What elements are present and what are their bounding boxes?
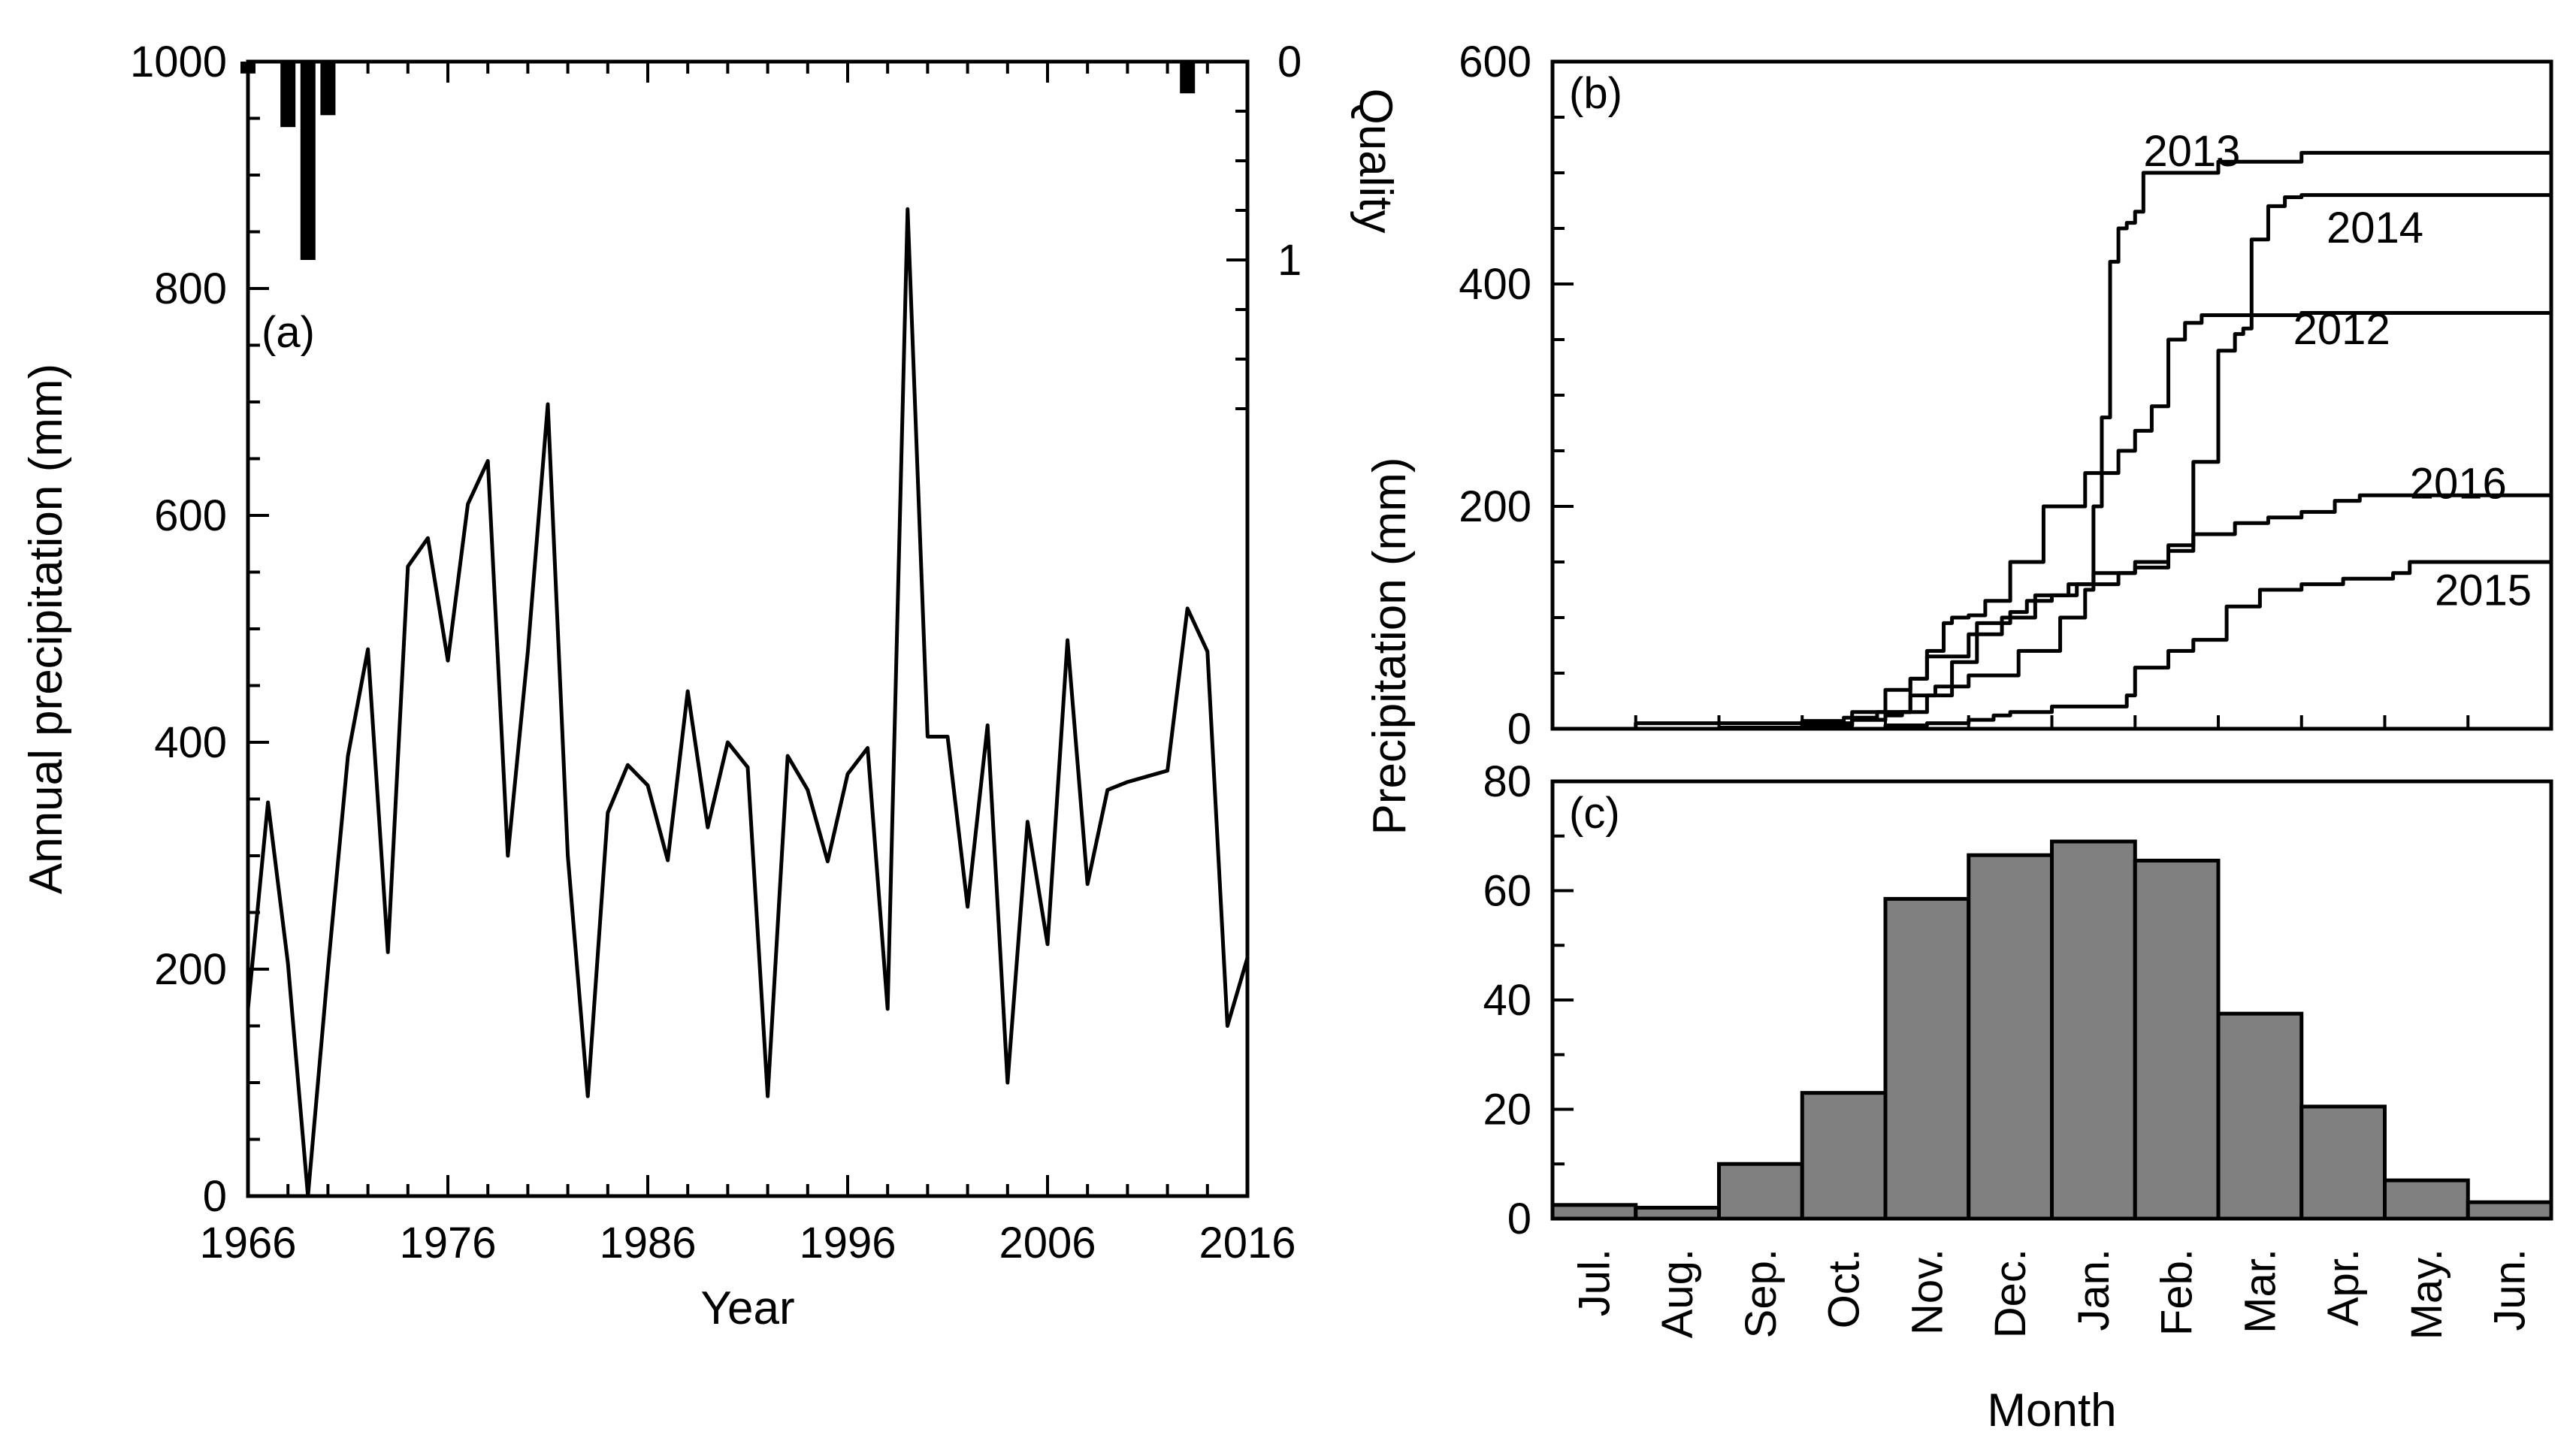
series-label-2012: 2012 — [2293, 305, 2390, 354]
plot-frame — [246, 59, 1250, 1198]
x-tick-label: 1966 — [199, 1219, 296, 1267]
x-axis-title: Year — [700, 1282, 794, 1334]
y-tick-label: 0 — [1507, 1195, 1531, 1243]
quality-bar — [300, 62, 316, 260]
bar-mar — [2216, 1011, 2304, 1221]
plot-frame — [1550, 59, 2553, 731]
panel-a: 1966 1976 1986 1996 2006 2016 0 200 400 600 800 100… — [20, 38, 1401, 1334]
panel-label-b: (b) — [1569, 69, 1622, 118]
x-tick-label: 1996 — [799, 1219, 896, 1267]
x-tick-label: Apr. — [2319, 1249, 2368, 1326]
quality-bar — [280, 62, 296, 128]
quality-tick-label: 0 — [1277, 38, 1302, 86]
y-axis-title: Annual precipitation (mm) — [20, 364, 72, 894]
bar-feb — [2133, 858, 2221, 1221]
bar-dec — [1967, 853, 2054, 1221]
bar-apr — [2299, 1104, 2387, 1221]
series-label-2013: 2013 — [2143, 127, 2240, 176]
y-tick-label: 200 — [1459, 482, 1531, 531]
series-line-2016 — [1553, 491, 2553, 731]
series-line-2014 — [1553, 193, 2553, 731]
y-tick-label: 600 — [1459, 38, 1531, 86]
y-tick-label: 400 — [1459, 260, 1531, 309]
x-tick-label: Jul. — [1570, 1249, 1619, 1316]
series-label-2016: 2016 — [2410, 460, 2507, 509]
bar-jan — [2050, 839, 2137, 1221]
x-tick-label: Feb. — [2153, 1249, 2202, 1336]
y-tick-label: 60 — [1483, 867, 1531, 916]
series-line-annual-precip — [246, 207, 1250, 1198]
y-axis-title: Precipitation (mm) — [1364, 458, 1416, 835]
x-tick-label: Mar. — [2236, 1249, 2284, 1334]
panel-c: 0 20 40 60 80 Jul. Aug. Sep. Oct. Nov. Dec. Jan. Feb… — [1364, 458, 2553, 1436]
x-tick-label: Oct. — [1820, 1249, 1869, 1328]
quality-bar — [240, 62, 255, 74]
bar-sep — [1717, 1162, 1804, 1221]
x-tick-label: Aug. — [1653, 1249, 1702, 1338]
y-tick-label: 600 — [154, 491, 227, 540]
y-tick-label: 0 — [1507, 705, 1531, 754]
series-line-2015 — [1553, 560, 2553, 731]
y-tick-label: 200 — [154, 945, 227, 994]
panel-label-c: (c) — [1569, 789, 1620, 838]
panel-b: 0 200 400 600 2012 2013 2014 2015 2016 (b) — [1459, 38, 2553, 754]
x-tick-label: Sep. — [1737, 1249, 1785, 1338]
series-line-2013 — [1553, 150, 2551, 731]
x-tick-label: 2006 — [999, 1219, 1096, 1267]
series-label-2014: 2014 — [2327, 204, 2423, 252]
x-tick-label: Nov. — [1903, 1249, 1952, 1335]
quality-bar — [320, 62, 336, 116]
y-tick-label: 400 — [154, 718, 227, 767]
panel-label-a: (a) — [262, 308, 315, 357]
x-tick-label: May. — [2402, 1249, 2451, 1340]
series-label-2015: 2015 — [2435, 566, 2532, 615]
x-axis-title: Month — [1987, 1385, 2116, 1436]
bar-may — [2383, 1178, 2470, 1221]
x-tick-label: Jan. — [2070, 1249, 2118, 1331]
y-tick-label: 0 — [203, 1172, 227, 1221]
x-tick-label: 2016 — [1199, 1219, 1296, 1267]
x-tick-label: Dec. — [1986, 1249, 2035, 1338]
x-tick-label: 1976 — [399, 1219, 496, 1267]
bar-jul — [1550, 1203, 1638, 1221]
y-tick-label: 20 — [1483, 1086, 1531, 1134]
y-tick-label: 40 — [1483, 976, 1531, 1025]
y-tick-label: 80 — [1483, 757, 1531, 806]
bar-nov — [1883, 896, 1971, 1221]
quality-bar — [1180, 62, 1196, 94]
y-tick-label: 800 — [154, 264, 227, 313]
quality-tick-label: 1 — [1277, 236, 1302, 285]
series-line-2012 — [1553, 310, 2553, 731]
bar-jun — [2466, 1200, 2553, 1221]
bar-oct — [1800, 1091, 1888, 1221]
x-tick-label: 1986 — [599, 1219, 696, 1267]
quality-axis-title: Quality — [1350, 89, 1401, 234]
y-tick-label: 1000 — [130, 38, 227, 86]
x-tick-label: Jun. — [2486, 1249, 2535, 1331]
